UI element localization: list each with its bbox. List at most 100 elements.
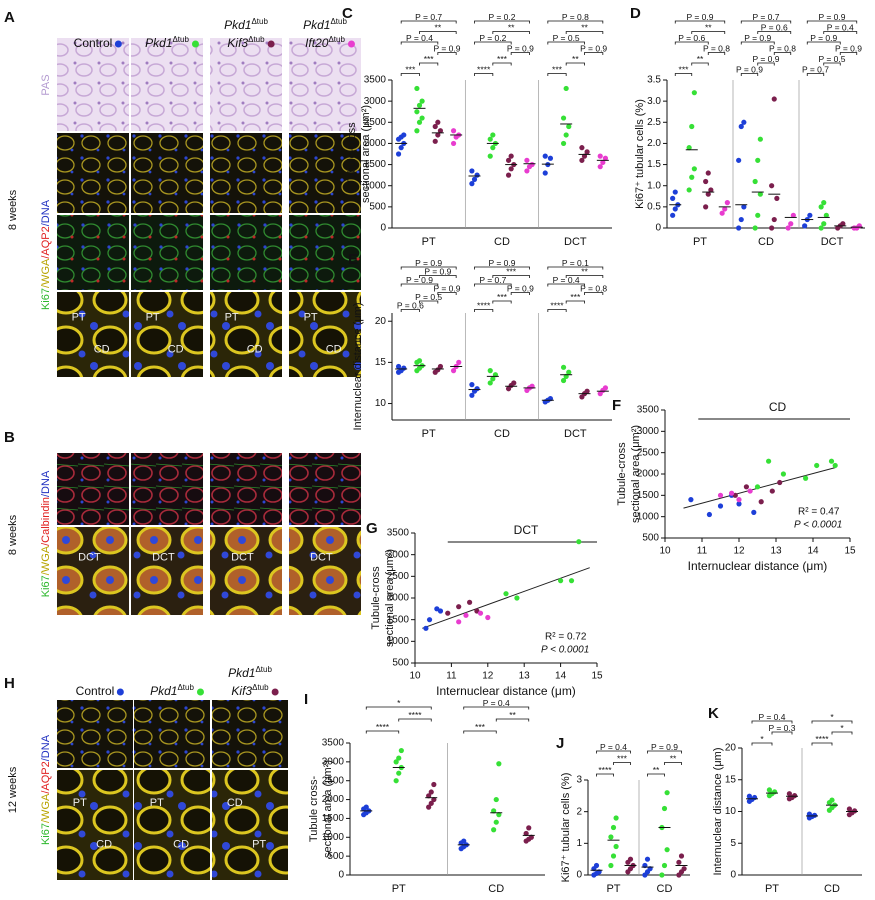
structure-label: PT — [72, 311, 86, 323]
data-point — [771, 216, 777, 223]
data-point — [719, 210, 725, 216]
y-tick-label: 500 — [369, 201, 386, 212]
data-point — [706, 511, 713, 518]
data-point — [664, 790, 670, 796]
genotype-name: Pkd1 — [228, 666, 255, 680]
data-point — [757, 191, 763, 197]
data-point — [769, 225, 775, 231]
data-point — [736, 497, 742, 503]
significance-bracket — [400, 266, 457, 270]
significance-label: P = 0.8 — [580, 283, 607, 293]
data-point — [659, 872, 665, 878]
data-point — [503, 591, 509, 597]
significance-label: P = 0.9 — [651, 742, 678, 752]
y-tick-label: 1000 — [387, 636, 410, 647]
data-point — [757, 136, 763, 142]
significance-label: ** — [581, 266, 588, 276]
data-point — [821, 200, 827, 206]
data-point — [508, 166, 514, 172]
significance-label: P = 0.9 — [835, 43, 862, 53]
micrograph — [57, 133, 129, 213]
significance-label: P = 0.5 — [553, 33, 580, 43]
y-tick-label: 3500 — [387, 528, 410, 539]
y-tick-label: 5 — [730, 838, 736, 849]
data-point — [579, 145, 585, 151]
chart-title: CD — [769, 400, 787, 414]
data-point — [738, 123, 744, 130]
data-point — [423, 625, 429, 631]
data-point — [474, 386, 480, 392]
genotype-label: Pkd1Δtub — [224, 17, 268, 32]
channel-name: Ki67 — [40, 575, 52, 597]
structure-label: CD — [247, 344, 263, 356]
y-tick-label: 2500 — [637, 447, 660, 458]
data-point — [661, 862, 668, 869]
significance-bracket — [565, 275, 604, 278]
genotype-superscript: Δtub — [255, 665, 272, 674]
y-tick-label: 0 — [338, 870, 344, 881]
significance-label: *** — [552, 64, 563, 74]
significance-label: P = 0.6 — [761, 22, 788, 32]
data-point — [431, 796, 437, 803]
x-tick-label: 12 — [733, 546, 745, 557]
significance-label: *** — [424, 54, 435, 64]
significance-label: P = 0.9 — [424, 266, 451, 276]
significance-bracket — [740, 73, 759, 76]
data-point — [560, 377, 567, 384]
y-tick-label: 2500 — [387, 571, 410, 582]
micrograph — [289, 292, 361, 377]
y-axis-label: Internuclear distance (μm) — [352, 303, 364, 431]
data-point — [505, 157, 512, 163]
data-point — [752, 178, 758, 185]
micrograph — [210, 38, 282, 131]
legend-dot — [116, 688, 124, 696]
x-tick-label: 15 — [844, 546, 856, 557]
micrograph — [134, 700, 210, 768]
x-tick-label: PT — [606, 883, 620, 895]
panel-label: E — [348, 251, 358, 268]
significance-bracket — [474, 73, 494, 76]
significance-bracket — [492, 300, 512, 304]
r-squared: R² = 0.47 — [798, 507, 840, 518]
y-tick-label: 500 — [327, 851, 344, 862]
data-point — [487, 136, 493, 142]
data-point — [821, 221, 827, 227]
data-point — [613, 843, 619, 850]
significance-bracket — [751, 742, 773, 746]
significance-label: P = 0.6 — [678, 33, 705, 43]
data-point — [758, 499, 764, 505]
legend-dot — [271, 688, 279, 696]
significance-bracket — [806, 20, 858, 24]
y-axis-label: sectional area (μm²) — [322, 760, 334, 858]
data-point — [432, 123, 438, 130]
significance-bracket — [437, 292, 457, 295]
significance-label: P = 0.7 — [802, 64, 829, 74]
genotype-name: Pkd1 — [150, 684, 177, 698]
data-point — [398, 747, 404, 754]
data-point — [524, 157, 530, 163]
y-tick-label: 2000 — [637, 469, 660, 480]
y-tick-label: 1500 — [322, 813, 345, 824]
structure-label: PT — [146, 311, 160, 323]
data-point — [450, 128, 457, 134]
panel-label: B — [4, 429, 15, 446]
data-point — [688, 497, 694, 503]
data-point — [560, 140, 567, 147]
significance-label: ** — [509, 710, 516, 720]
micrograph — [210, 215, 282, 290]
data-point — [610, 853, 617, 859]
y-tick-label: 20 — [375, 316, 387, 327]
data-point — [428, 789, 434, 795]
data-point — [505, 172, 512, 178]
significance-bracket — [492, 275, 530, 278]
data-point — [524, 168, 530, 174]
micrograph — [289, 38, 361, 131]
y-tick-label: 1500 — [364, 159, 387, 170]
data-point — [769, 183, 775, 189]
data-point — [566, 369, 572, 375]
data-point — [597, 164, 603, 170]
significance-label: **** — [477, 64, 491, 74]
genotype-name: Pkd1 — [303, 18, 330, 32]
data-point — [738, 216, 744, 223]
significance-label: ** — [653, 765, 660, 775]
